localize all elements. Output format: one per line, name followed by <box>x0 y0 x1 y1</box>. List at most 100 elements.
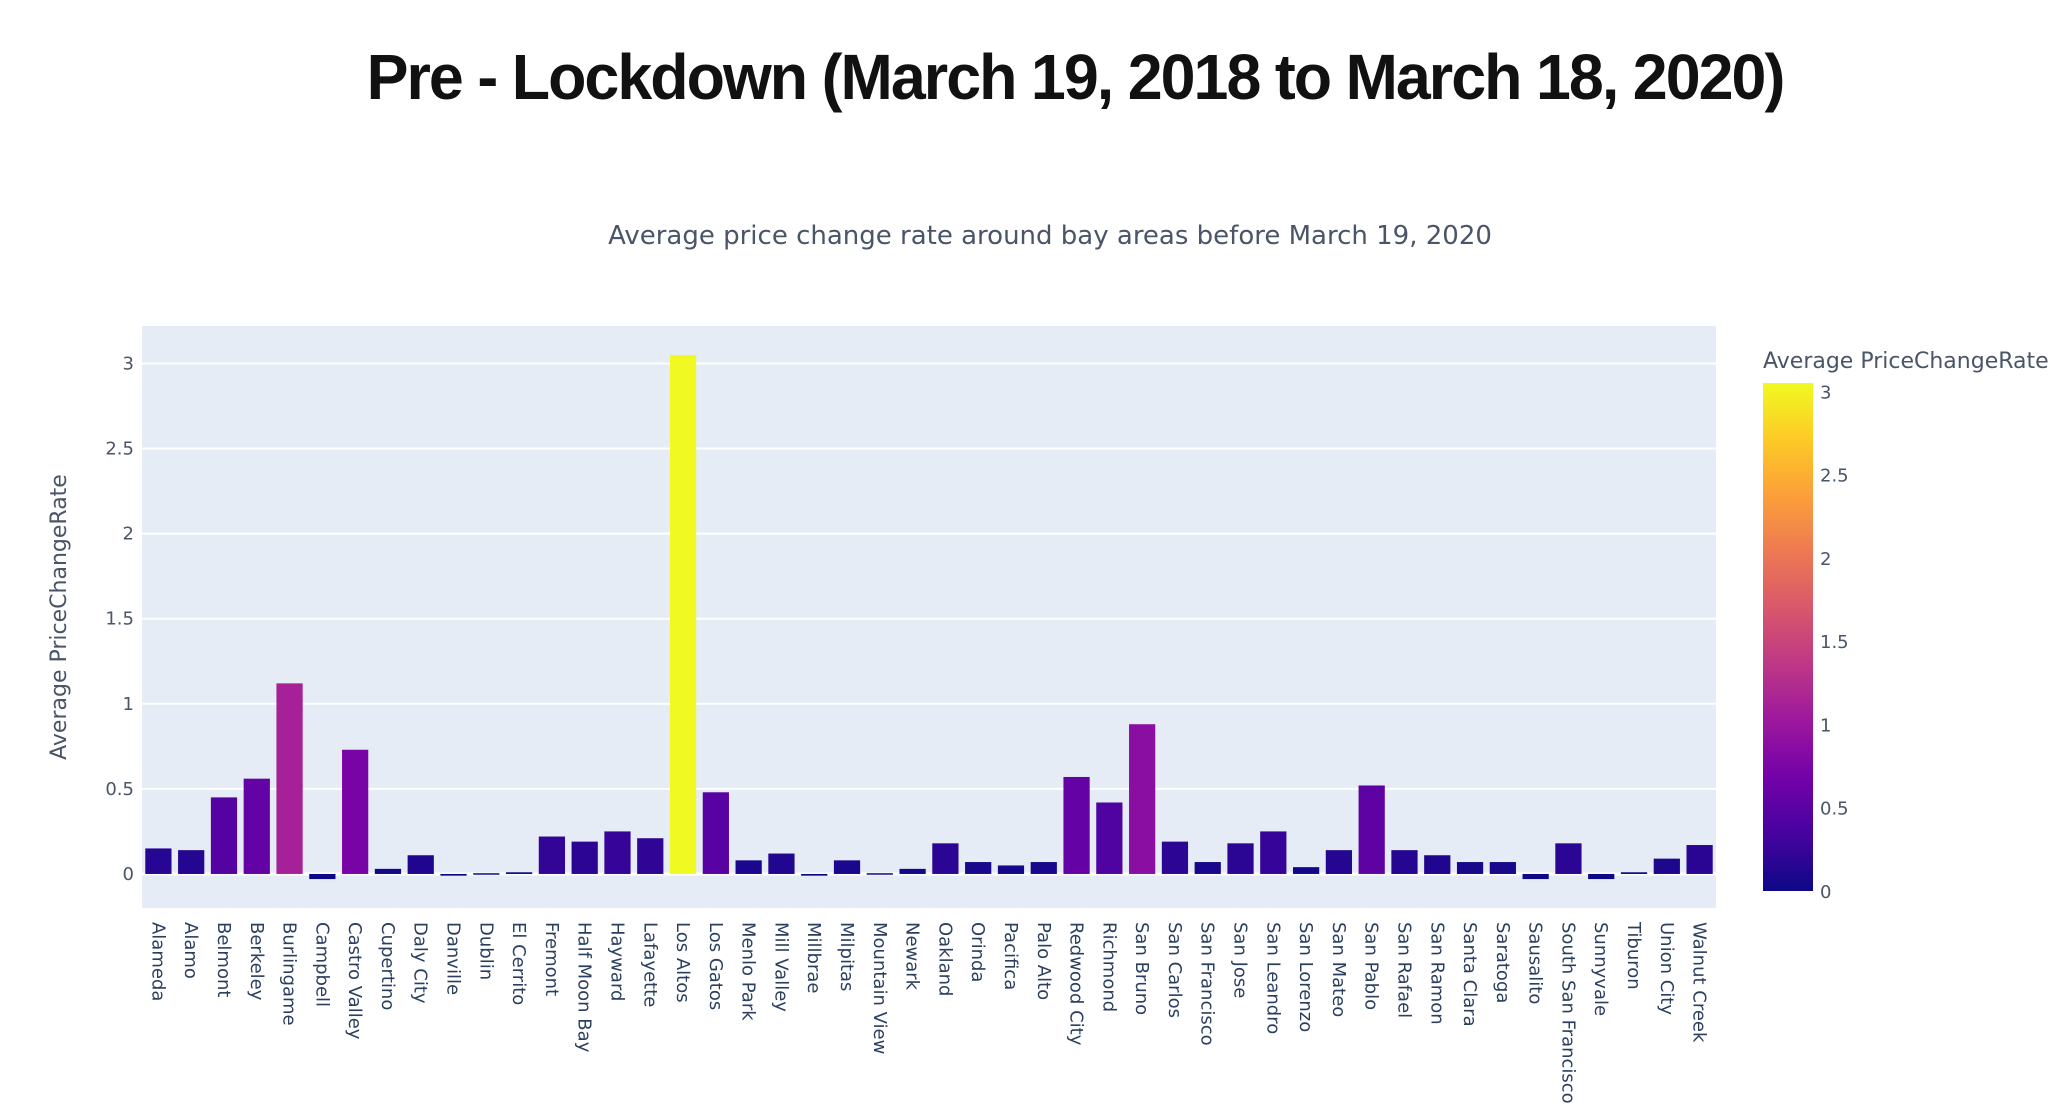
plot-area <box>142 326 1716 908</box>
bar <box>1686 845 1713 874</box>
bar <box>1358 785 1385 874</box>
colorbar-tick-label: 0.5 <box>1820 799 1849 820</box>
bar <box>1489 862 1516 874</box>
bar <box>407 855 434 874</box>
colorbar-tick-label: 2 <box>1820 549 1831 570</box>
x-tick-label: Oakland <box>934 922 955 997</box>
x-tick-label: San Ramon <box>1426 922 1447 1025</box>
page-headline: Pre - Lockdown (March 19, 2018 to March … <box>366 41 1786 113</box>
y-tick-label: 3 <box>123 353 134 374</box>
x-tick-label: South San Francisco <box>1557 922 1578 1104</box>
bar <box>1227 843 1254 874</box>
x-tick-label: Alameda <box>147 922 168 1001</box>
bar <box>1194 862 1221 874</box>
bar <box>1096 802 1123 874</box>
bar <box>1325 850 1353 874</box>
x-tick-label: San Carlos <box>1164 922 1185 1018</box>
x-tick-label: San Leandro <box>1262 922 1283 1034</box>
bar <box>1260 831 1287 874</box>
bar <box>604 831 631 874</box>
bar <box>669 354 697 874</box>
bar <box>1161 841 1189 874</box>
bar <box>965 862 992 874</box>
x-tick-label: Mountain View <box>869 922 890 1054</box>
x-tick-label: Hayward <box>606 922 627 1001</box>
x-tick-label: Millbrae <box>803 922 824 993</box>
bar <box>309 873 336 880</box>
bar <box>374 868 402 874</box>
x-tick-label: Berkeley <box>246 922 267 1001</box>
bar <box>145 848 172 874</box>
x-tick-label: Mill Valley <box>770 922 791 1012</box>
x-tick-label: Sunnyvale <box>1590 922 1611 1016</box>
bar <box>210 797 238 874</box>
x-axis-categories: Alameda Alamo Belmont Berkeley Burlingame Cam… <box>147 921 1709 1104</box>
bar <box>276 683 303 874</box>
bar <box>1522 873 1549 880</box>
x-tick-label: San Francisco <box>1197 922 1218 1046</box>
x-tick-label: San Mateo <box>1328 922 1349 1017</box>
bar <box>1653 858 1680 874</box>
x-tick-label: Half Moon Bay <box>574 922 595 1053</box>
x-tick-label: Castro Valley <box>344 922 365 1040</box>
gridlines <box>142 362 1716 876</box>
y-axis-label: Average PriceChangeRate <box>47 474 72 760</box>
x-tick-label: Walnut Creek <box>1689 922 1710 1043</box>
bar <box>768 853 795 874</box>
colorbar-title: Average PriceChangeRate <box>1763 349 2049 374</box>
y-tick-label: 1.5 <box>105 609 134 630</box>
bar <box>833 860 861 874</box>
bar <box>538 836 566 874</box>
bars <box>145 354 1713 880</box>
y-tick-label: 0.5 <box>105 779 134 800</box>
x-tick-label: Los Gatos <box>705 922 726 1010</box>
x-tick-label: Saratoga <box>1492 922 1513 1003</box>
bar <box>1555 843 1582 874</box>
colorbar <box>1763 383 1813 891</box>
bar <box>735 860 762 874</box>
bar <box>178 850 205 874</box>
bar <box>243 778 270 874</box>
bar <box>866 873 893 875</box>
bar <box>473 873 500 875</box>
x-tick-label: Los Altos <box>672 922 693 1003</box>
bar <box>1588 873 1615 880</box>
bar <box>801 873 828 876</box>
colorbar-tick-label: 0 <box>1820 882 1831 903</box>
x-tick-label: Richmond <box>1098 922 1119 1012</box>
y-tick-label: 2.5 <box>105 439 134 460</box>
colorbar-ticks: 0 0.5 1 1.5 2 2.5 3 <box>1820 382 1849 903</box>
x-tick-label: El Cerrito <box>508 922 529 1005</box>
bar <box>440 873 467 876</box>
x-tick-label: Campbell <box>311 922 332 1007</box>
x-tick-label: San Pablo <box>1361 922 1382 1010</box>
x-tick-label: Newark <box>902 922 923 991</box>
x-tick-label: San Rafael <box>1393 922 1414 1018</box>
x-tick-label: San Jose <box>1230 922 1251 998</box>
y-tick-label: 2 <box>123 524 134 545</box>
bar <box>637 838 664 874</box>
x-tick-label: Redwood City <box>1066 922 1087 1046</box>
bar <box>1030 862 1057 874</box>
bar <box>899 868 926 874</box>
colorbar-tick-label: 1 <box>1820 715 1831 736</box>
x-tick-label: Sausalito <box>1525 922 1546 1004</box>
x-tick-label: Fremont <box>541 922 562 996</box>
x-tick-label: Orinda <box>967 922 988 982</box>
bar <box>571 841 598 874</box>
x-tick-label: San Bruno <box>1131 922 1152 1015</box>
x-tick-label: Cupertino <box>377 922 398 1010</box>
x-tick-label: Tiburon <box>1623 921 1644 990</box>
x-tick-label: Dublin <box>475 922 496 980</box>
chart-title: Average price change rate around bay are… <box>608 221 1492 251</box>
bar <box>932 843 959 874</box>
bar <box>1620 872 1648 874</box>
bar <box>1292 867 1320 874</box>
colorbar-tick-label: 1.5 <box>1820 632 1849 653</box>
bar <box>1063 776 1090 874</box>
x-tick-label: Santa Clara <box>1459 922 1480 1027</box>
y-tick-label: 0 <box>123 864 134 885</box>
x-tick-label: Daly City <box>410 922 431 1004</box>
x-tick-label: Burlingame <box>279 922 300 1026</box>
x-tick-label: Palo Alto <box>1033 922 1054 1000</box>
